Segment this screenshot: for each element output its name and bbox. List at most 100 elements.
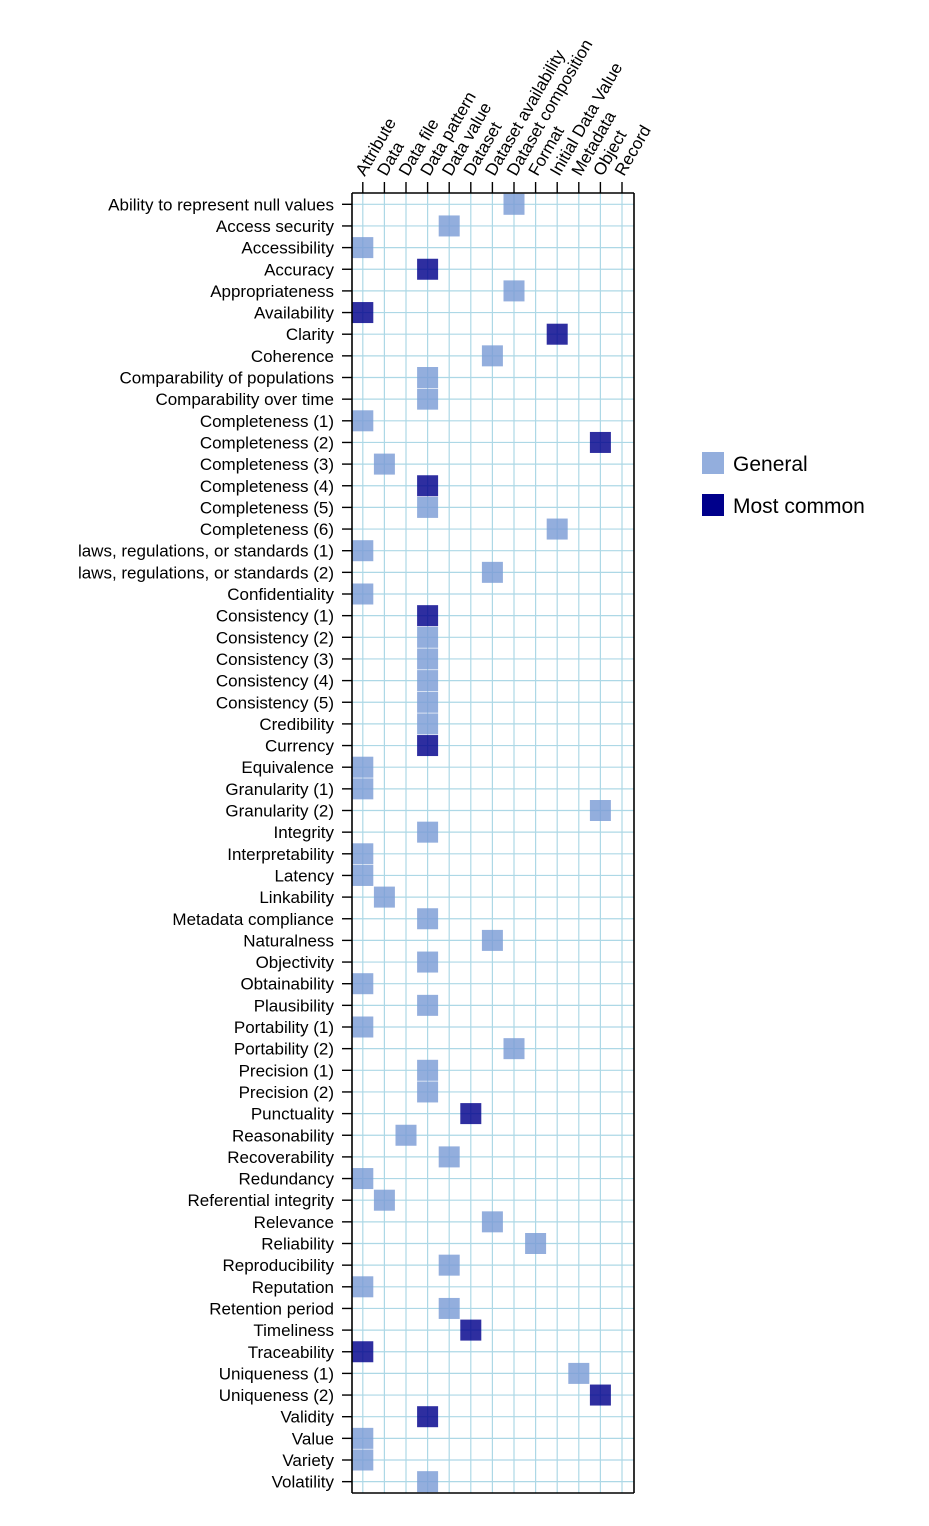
heatmap-cell bbox=[352, 540, 374, 562]
row-label: Completeness (2) bbox=[200, 433, 334, 452]
heatmap-cell bbox=[503, 1038, 525, 1060]
row-label: Integrity bbox=[274, 823, 335, 842]
row-label: Uniqueness (1) bbox=[219, 1364, 334, 1383]
row-label: Completeness (1) bbox=[200, 412, 334, 431]
heatmap-cell bbox=[417, 670, 439, 692]
heatmap-cell bbox=[417, 496, 439, 518]
heatmap-cell bbox=[417, 1406, 439, 1428]
row-label: Granularity (1) bbox=[225, 780, 334, 799]
row-label: Coherence bbox=[251, 347, 334, 366]
row-label: Precision (2) bbox=[239, 1083, 334, 1102]
row-label: Accessibility bbox=[241, 239, 334, 258]
heatmap-cell bbox=[352, 756, 374, 778]
row-label: Comparability of populations bbox=[119, 369, 334, 388]
row-label: Timeliness bbox=[253, 1321, 334, 1340]
row-label: Reproducibility bbox=[223, 1256, 335, 1275]
legend: General Most common bbox=[702, 452, 865, 518]
row-label: Currency bbox=[265, 737, 334, 756]
row-label: Consistency (1) bbox=[216, 607, 334, 626]
row-label: Value bbox=[292, 1429, 334, 1448]
heatmap-cell bbox=[438, 1254, 460, 1276]
row-label: Uniqueness (2) bbox=[219, 1386, 334, 1405]
legend-swatch bbox=[702, 494, 724, 516]
grid-lines bbox=[352, 193, 634, 1493]
heatmap-cell bbox=[352, 778, 374, 800]
heatmap-cell bbox=[481, 561, 503, 583]
heatmap-cell bbox=[546, 518, 568, 540]
heatmap-cell bbox=[352, 1168, 374, 1190]
heatmap-cell bbox=[352, 843, 374, 865]
row-label: Traceability bbox=[248, 1343, 335, 1362]
row-label: Consistency (5) bbox=[216, 693, 334, 712]
row-label: Reliability bbox=[261, 1235, 334, 1254]
legend-swatch bbox=[702, 452, 724, 474]
row-label: Linkability bbox=[259, 888, 334, 907]
row-label: Retention period bbox=[209, 1299, 334, 1318]
heatmap-cell bbox=[352, 1427, 374, 1449]
row-label: laws, regulations, or standards (1) bbox=[78, 542, 334, 561]
row-label: Precision (1) bbox=[239, 1061, 334, 1080]
row-label: Portability (1) bbox=[234, 1018, 334, 1037]
heatmap-cell bbox=[352, 1341, 374, 1363]
row-label: Plausibility bbox=[254, 996, 335, 1015]
row-label: Accuracy bbox=[264, 260, 334, 279]
row-label: Consistency (2) bbox=[216, 628, 334, 647]
heatmap-cell bbox=[438, 1297, 460, 1319]
row-label: Consistency (3) bbox=[216, 650, 334, 669]
heatmap-cell bbox=[503, 193, 525, 215]
heatmap-cell bbox=[417, 691, 439, 713]
heatmap-cell bbox=[373, 453, 395, 475]
heatmap-cell bbox=[438, 215, 460, 237]
heatmap-cell bbox=[373, 1189, 395, 1211]
heatmap-cell bbox=[352, 237, 374, 259]
row-label: Validity bbox=[280, 1408, 334, 1427]
row-label: Completeness (3) bbox=[200, 455, 334, 474]
heatmap-cell bbox=[417, 1059, 439, 1081]
heatmap-cell bbox=[352, 864, 374, 886]
heatmap-cell bbox=[417, 1081, 439, 1103]
heatmap-cell bbox=[481, 345, 503, 367]
row-label: Completeness (6) bbox=[200, 520, 334, 539]
heatmap-cell bbox=[417, 821, 439, 843]
heatmap-cell bbox=[546, 323, 568, 345]
axis-layer: Ability to represent null values Access s… bbox=[78, 36, 655, 1494]
heatmap-cell bbox=[352, 973, 374, 995]
row-label: Referential integrity bbox=[188, 1191, 335, 1210]
heatmap-cell bbox=[481, 1211, 503, 1233]
row-label: Naturalness bbox=[243, 931, 334, 950]
row-label: Redundancy bbox=[239, 1170, 335, 1189]
row-label: Completeness (5) bbox=[200, 498, 334, 517]
heatmap-cell bbox=[417, 648, 439, 670]
heatmap-cell bbox=[417, 713, 439, 735]
heatmap-cell bbox=[373, 886, 395, 908]
row-label: Equivalence bbox=[241, 758, 334, 777]
row-label: laws, regulations, or standards (2) bbox=[78, 563, 334, 582]
heatmap-cell bbox=[481, 929, 503, 951]
row-label: Reasonability bbox=[232, 1126, 335, 1145]
row-label: Variety bbox=[282, 1451, 334, 1470]
heatmap-cell bbox=[417, 367, 439, 388]
heatmap-cell bbox=[417, 626, 439, 648]
legend-label: General bbox=[733, 453, 808, 476]
heatmap-cell bbox=[352, 1276, 374, 1298]
heatmap-cell bbox=[460, 1103, 482, 1125]
row-label: Recoverability bbox=[227, 1148, 334, 1167]
row-label: Latency bbox=[274, 866, 334, 885]
row-label: Metadata compliance bbox=[172, 910, 334, 929]
row-label: Availability bbox=[254, 304, 335, 323]
heatmap-cell bbox=[417, 258, 439, 280]
heatmap-cell bbox=[589, 800, 611, 821]
row-label: Confidentiality bbox=[227, 585, 334, 604]
row-label: Punctuality bbox=[251, 1105, 335, 1124]
heatmap-cell bbox=[417, 908, 439, 930]
heatmap-cell bbox=[352, 583, 374, 605]
heatmap-cell bbox=[352, 410, 374, 432]
heatmap-cell bbox=[417, 388, 439, 410]
heatmap-cell bbox=[589, 1384, 611, 1406]
heatmap-cell bbox=[417, 1471, 439, 1493]
heatmap-cell bbox=[568, 1362, 590, 1384]
row-label: Portability (2) bbox=[234, 1040, 334, 1059]
row-label: Objectivity bbox=[256, 953, 335, 972]
heatmap-cell bbox=[460, 1319, 482, 1341]
